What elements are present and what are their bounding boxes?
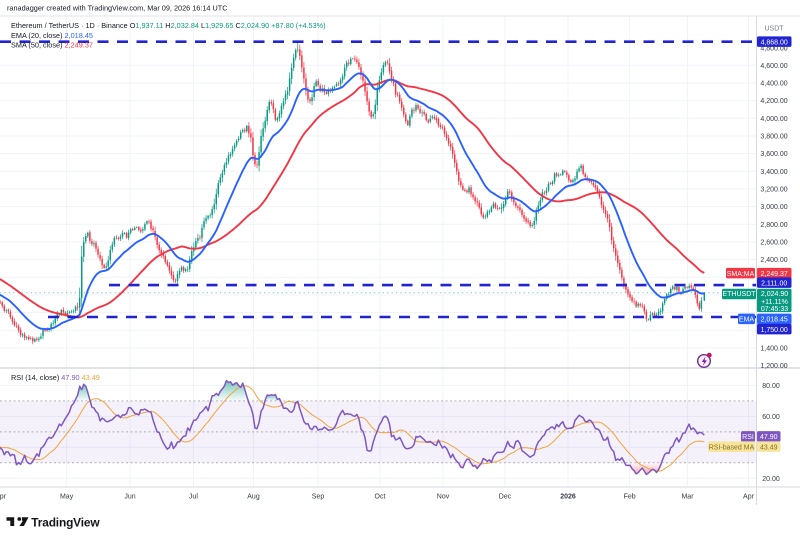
svg-text:Apr: Apr [743, 493, 755, 500]
svg-text:2,111.00: 2,111.00 [761, 280, 787, 287]
svg-text:+11.11%: +11.11% [761, 299, 788, 306]
svg-text:Mar: Mar [681, 493, 694, 500]
svg-text:80.00: 80.00 [762, 383, 780, 390]
svg-text:3,400.00: 3,400.00 [760, 169, 787, 176]
svg-text:2,018.45: 2,018.45 [761, 317, 788, 324]
svg-text:2,800.00: 2,800.00 [760, 222, 787, 229]
svg-text:4,800.00: 4,800.00 [760, 45, 787, 52]
svg-text:1,750.00: 1,750.00 [761, 327, 788, 334]
svg-text:Dec: Dec [499, 493, 512, 500]
svg-text:Feb: Feb [624, 493, 636, 500]
svg-text:4,400.00: 4,400.00 [760, 81, 787, 88]
svg-text:EMA: EMA [739, 317, 755, 324]
svg-text:SMA (50, close) 2,249.37: SMA (50, close) 2,249.37 [11, 41, 93, 50]
svg-text:Jul: Jul [189, 493, 198, 500]
svg-text:EMA (20, close) 2,018.45: EMA (20, close) 2,018.45 [11, 31, 93, 40]
svg-text:Aug: Aug [247, 493, 260, 500]
svg-text:RSI: RSI [742, 434, 754, 441]
svg-text:1,200.00: 1,200.00 [760, 363, 787, 370]
svg-text:3,000.00: 3,000.00 [760, 204, 787, 211]
svg-text:43.49: 43.49 [760, 444, 778, 451]
svg-text:ranadagger created with Tradin: ranadagger created with TradingView.com,… [7, 4, 228, 13]
svg-text:RSI (14, close) 47.90 43.49: RSI (14, close) 47.90 43.49 [11, 373, 100, 382]
svg-text:2026: 2026 [560, 493, 576, 500]
svg-text:20.00: 20.00 [762, 476, 780, 483]
svg-text:1,400.00: 1,400.00 [760, 346, 787, 353]
svg-text:USDT: USDT [764, 26, 784, 33]
svg-text:Apr: Apr [0, 493, 7, 500]
svg-text:4,868.00: 4,868.00 [761, 39, 788, 46]
svg-text:47.90: 47.90 [760, 434, 778, 441]
svg-text:3,800.00: 3,800.00 [760, 134, 787, 141]
svg-text:4,600.00: 4,600.00 [760, 63, 787, 70]
svg-text:60.00: 60.00 [762, 414, 780, 421]
svg-text:07:45:33: 07:45:33 [761, 306, 788, 313]
svg-text:TradingView: TradingView [31, 515, 100, 529]
svg-text:3,200.00: 3,200.00 [760, 187, 787, 194]
svg-text:Sep: Sep [312, 493, 325, 500]
svg-text:ETHUSDT: ETHUSDT [722, 291, 756, 298]
svg-text:4,000.00: 4,000.00 [760, 116, 787, 123]
svg-text:Oct: Oct [375, 493, 386, 500]
svg-text:RSI-based MA: RSI-based MA [709, 444, 755, 451]
svg-text:Jun: Jun [124, 493, 135, 500]
svg-text:4,200.00: 4,200.00 [760, 98, 787, 105]
svg-text:2,024.90: 2,024.90 [761, 291, 788, 298]
svg-text:Ethereum / TetherUS · 1D · Bin: Ethereum / TetherUS · 1D · Binance O1,93… [11, 21, 326, 30]
svg-text:2,600.00: 2,600.00 [760, 240, 787, 247]
svg-text:SMA:MA: SMA:MA [727, 271, 755, 278]
svg-text:3,600.00: 3,600.00 [760, 151, 787, 158]
svg-text:2,400.00: 2,400.00 [760, 257, 787, 264]
svg-text:Nov: Nov [437, 493, 450, 500]
svg-text:May: May [60, 493, 74, 500]
svg-text:2,249.37: 2,249.37 [761, 271, 788, 278]
